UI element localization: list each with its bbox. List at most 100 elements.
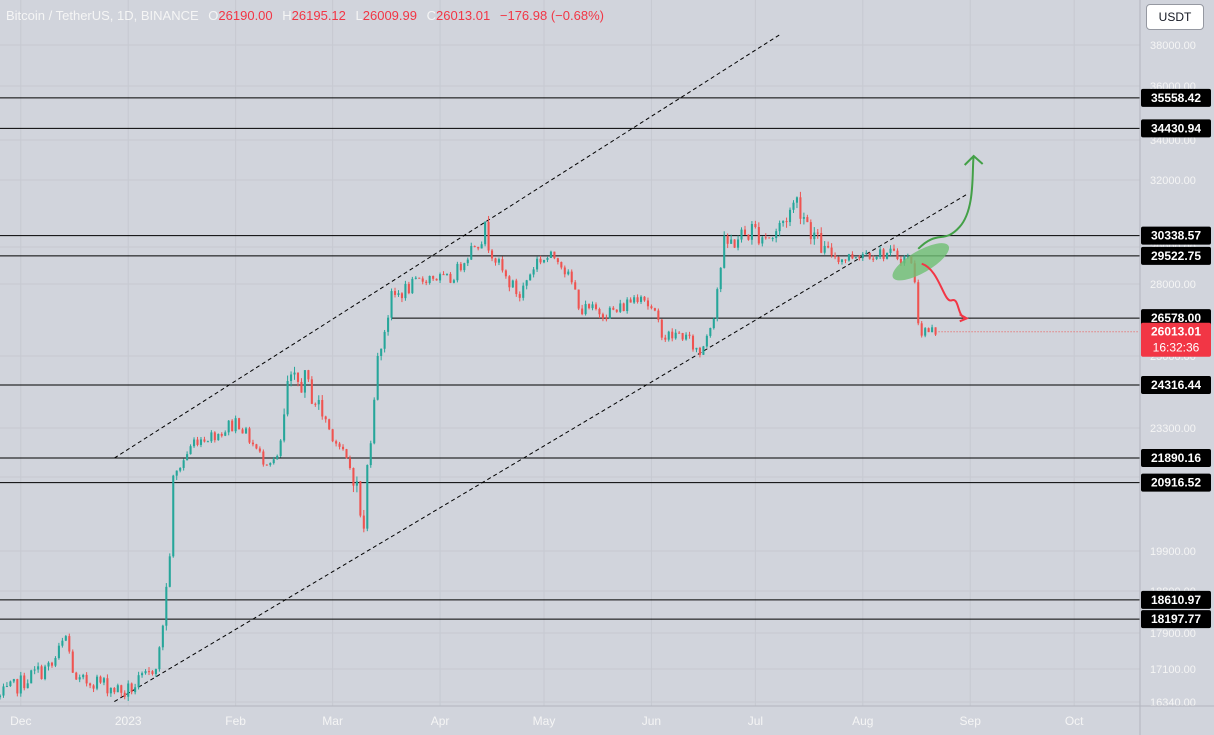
candle-body bbox=[802, 217, 805, 219]
candle-body bbox=[868, 252, 871, 259]
candle-body bbox=[314, 403, 317, 405]
candle-body bbox=[456, 263, 459, 281]
price-tick-label: 23300.00 bbox=[1150, 423, 1196, 435]
candle-body bbox=[425, 281, 428, 283]
candle-body bbox=[546, 257, 549, 260]
candle-body bbox=[54, 658, 57, 666]
candle-body bbox=[387, 317, 390, 332]
price-tick-label: 32000.00 bbox=[1150, 175, 1196, 187]
candle-body bbox=[577, 289, 580, 309]
candle-body bbox=[300, 381, 303, 393]
candle-body bbox=[865, 252, 868, 255]
candle-body bbox=[30, 670, 33, 684]
candle-body bbox=[64, 636, 67, 641]
candle-body bbox=[851, 254, 854, 259]
time-tick-label: May bbox=[533, 714, 556, 728]
price-axis[interactable]: 38000.0036000.0034000.0032000.0030000.00… bbox=[1139, 0, 1214, 735]
price-tick-label: 19900.00 bbox=[1150, 546, 1196, 558]
level-label: 18610.97 bbox=[1151, 593, 1201, 607]
candle-body bbox=[813, 232, 816, 240]
symbol-legend: Bitcoin / TetherUS, 1D, BINANCE O26190.0… bbox=[6, 8, 610, 23]
close-key: C bbox=[426, 8, 437, 23]
candle-body bbox=[764, 237, 767, 239]
candle-body bbox=[151, 671, 154, 674]
candle-body bbox=[816, 232, 819, 234]
candle-body bbox=[612, 307, 615, 310]
price-tick-label: 34000.00 bbox=[1150, 135, 1196, 147]
candle-body bbox=[44, 666, 47, 679]
candle-body bbox=[542, 259, 546, 263]
candle-body bbox=[283, 414, 286, 441]
candle-body bbox=[2, 686, 5, 696]
open-key: O bbox=[208, 8, 219, 23]
candle-body bbox=[591, 304, 594, 309]
candle-body bbox=[418, 277, 421, 279]
time-tick-label: Sep bbox=[960, 714, 982, 728]
price-tick-label: 38000.00 bbox=[1150, 40, 1196, 52]
candle-body bbox=[931, 327, 934, 333]
time-axis[interactable]: Dec 2023 Feb Mar Apr May Jun Jul Aug Sep Oct bbox=[0, 705, 1214, 728]
bullish-arrow-head bbox=[963, 154, 984, 166]
level-label-box bbox=[1141, 88, 1211, 107]
candle-body bbox=[432, 275, 435, 279]
trend-channel bbox=[114, 34, 968, 702]
candle-body bbox=[508, 276, 511, 288]
candle-body bbox=[400, 293, 403, 299]
candle-body bbox=[369, 443, 372, 466]
open-value: 26190.00 bbox=[218, 8, 273, 23]
candle-body bbox=[68, 636, 71, 652]
candle-body bbox=[785, 221, 788, 223]
candle-body bbox=[511, 280, 514, 288]
candle-body bbox=[875, 256, 878, 259]
candle-body bbox=[584, 304, 587, 315]
candle-body bbox=[182, 460, 185, 468]
bar-countdown: 16:32:36 bbox=[1153, 341, 1200, 355]
candle-body bbox=[120, 685, 123, 693]
candle-body bbox=[175, 470, 178, 476]
change-value: −176.98 (−0.68%) bbox=[499, 8, 604, 23]
candle-body bbox=[244, 428, 248, 434]
level-label-box bbox=[1141, 309, 1211, 328]
candle-body bbox=[206, 441, 209, 443]
level-label-box bbox=[1141, 590, 1211, 609]
candle-body bbox=[712, 318, 715, 329]
candle-body bbox=[109, 687, 112, 694]
candle-body bbox=[57, 645, 60, 659]
candle-body bbox=[251, 442, 254, 445]
candle-body bbox=[636, 297, 639, 302]
candle-body bbox=[570, 271, 573, 283]
candle-body bbox=[19, 675, 22, 694]
candle-body bbox=[290, 374, 293, 381]
candle-body bbox=[886, 253, 889, 259]
candle-body bbox=[497, 259, 501, 263]
candle-body bbox=[837, 257, 840, 263]
candle-body bbox=[882, 249, 885, 259]
candle-body bbox=[740, 229, 743, 240]
level-label-box bbox=[1141, 226, 1211, 245]
candle-body bbox=[504, 270, 507, 277]
time-tick-label: Jun bbox=[642, 714, 661, 728]
candle-body bbox=[896, 250, 899, 259]
candle-body bbox=[193, 439, 196, 447]
candle-body bbox=[411, 278, 414, 294]
candle-body bbox=[393, 291, 397, 295]
candle-body bbox=[834, 255, 837, 258]
candle-body bbox=[338, 443, 341, 447]
candle-body bbox=[844, 259, 847, 261]
candle-body bbox=[705, 335, 708, 347]
candle-body bbox=[345, 449, 348, 459]
candle-body bbox=[581, 308, 584, 315]
candle-body bbox=[664, 337, 667, 340]
candle-body bbox=[296, 372, 300, 382]
candle-body bbox=[397, 293, 400, 295]
candle-body bbox=[134, 687, 137, 693]
candle-body bbox=[102, 678, 105, 683]
candle-body bbox=[698, 347, 701, 355]
candle-body bbox=[820, 232, 823, 253]
candle-body bbox=[390, 291, 393, 318]
candle-body bbox=[217, 433, 220, 441]
candle-body bbox=[414, 277, 417, 279]
candle-body bbox=[26, 683, 29, 689]
currency-button[interactable]: USDT bbox=[1146, 4, 1204, 30]
